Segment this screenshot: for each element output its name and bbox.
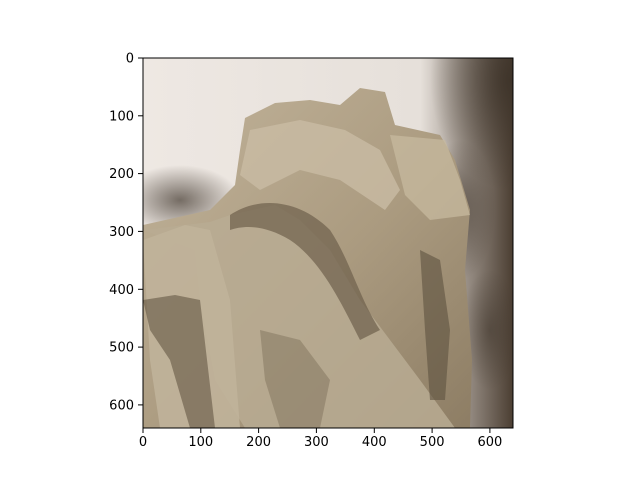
y-tick-label: 400 — [109, 283, 134, 298]
photo-image — [143, 58, 513, 428]
y-tick-label: 600 — [109, 398, 134, 413]
x-tick-label: 500 — [420, 435, 445, 450]
x-axis: 0 100 200 300 400 500 600 — [139, 428, 502, 450]
y-axis: 0 100 200 300 400 500 600 — [109, 52, 143, 413]
x-tick-label: 200 — [246, 435, 271, 450]
x-tick-label: 100 — [188, 435, 213, 450]
x-tick-label: 600 — [477, 435, 502, 450]
x-tick-label: 0 — [139, 435, 147, 450]
y-tick-label: 200 — [109, 167, 134, 182]
x-tick-label: 400 — [362, 435, 387, 450]
y-tick-label: 500 — [109, 341, 134, 356]
y-tick-label: 300 — [109, 225, 134, 240]
y-tick-label: 100 — [109, 109, 134, 124]
x-tick-label: 300 — [304, 435, 329, 450]
axes-frame — [142, 57, 514, 429]
y-tick-label: 0 — [126, 52, 134, 67]
